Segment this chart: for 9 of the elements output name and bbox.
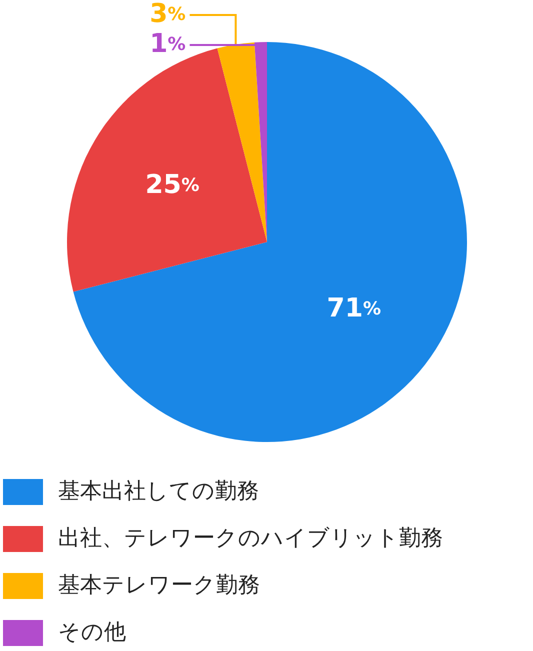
legend-label: 基本テレワーク勤務 (58, 573, 260, 598)
data-label: 3% (150, 0, 186, 30)
data-label: 1% (150, 29, 186, 60)
legend-label: 出社、テレワークのハイブリット勤務 (58, 526, 443, 552)
pie-slice (217, 42, 267, 242)
legend-label: その他 (58, 620, 126, 646)
data-label: 71% (326, 294, 382, 324)
legend-label: 基本出社しての勤務 (58, 479, 259, 504)
data-label: 25% (145, 170, 200, 200)
